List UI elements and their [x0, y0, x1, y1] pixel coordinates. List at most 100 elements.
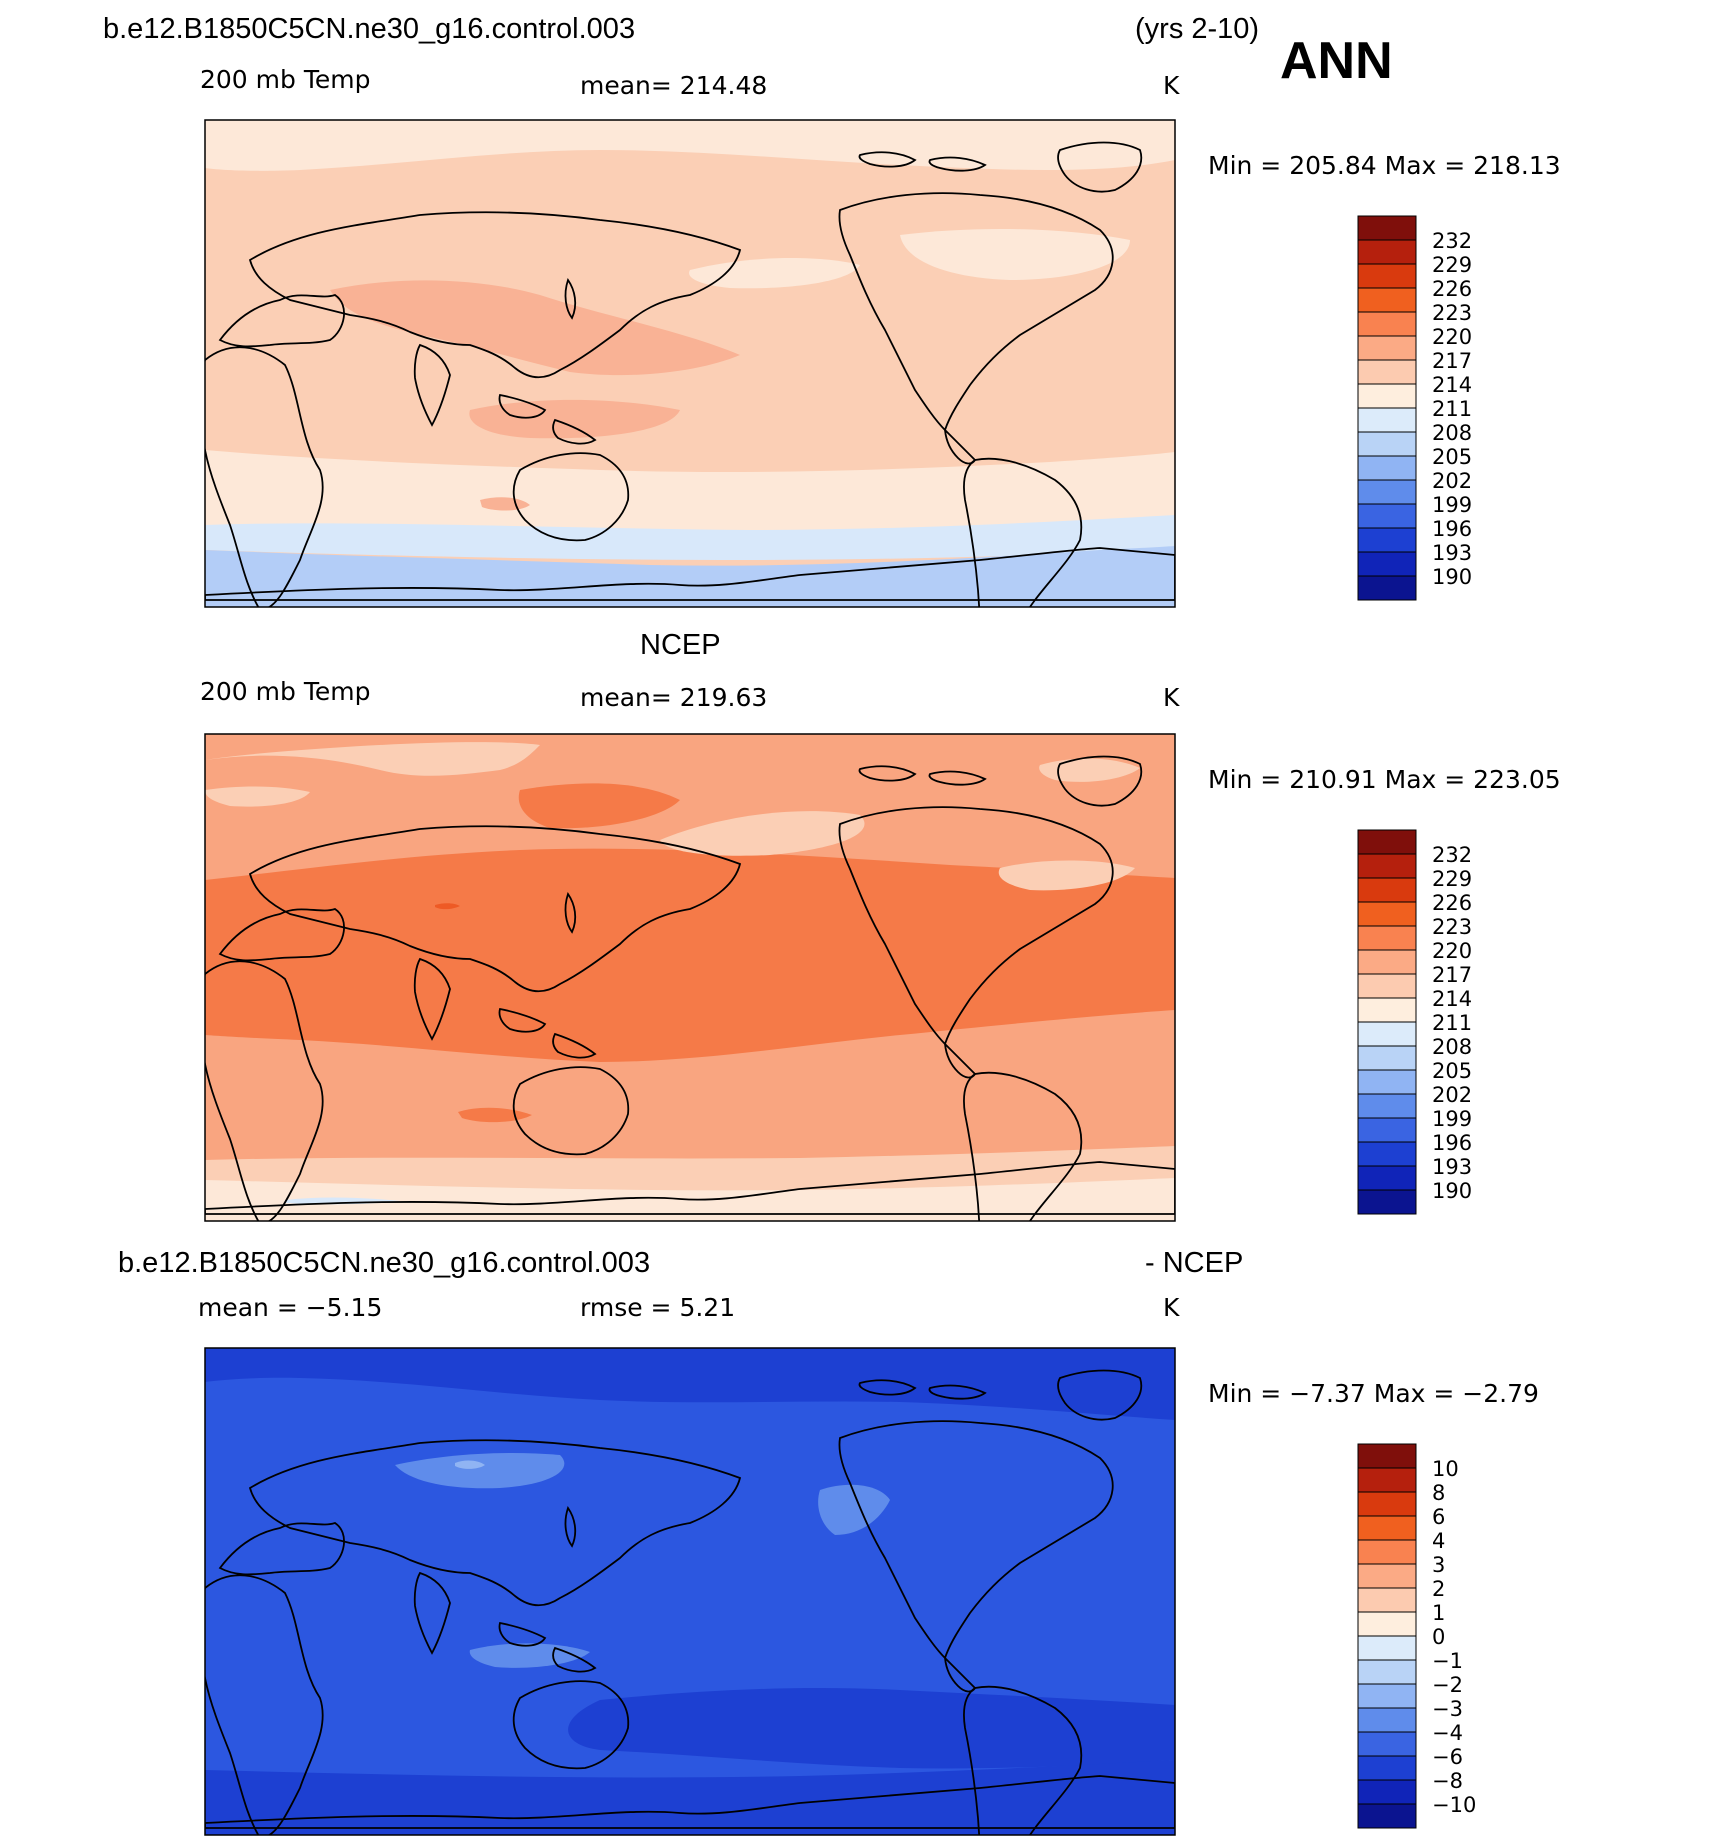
colorbar-swatch: [1357, 925, 1417, 951]
colorbar-swatch: [1357, 853, 1417, 879]
colorbar-swatch: [1357, 1189, 1417, 1215]
colorbar-tick-label: 229: [1432, 253, 1472, 277]
colorbar-swatch: [1357, 1707, 1417, 1733]
colorbar-swatch: [1357, 1779, 1417, 1805]
colorbar-swatch: [1357, 1563, 1417, 1589]
colorbar-tick-label: −4: [1432, 1721, 1463, 1745]
panel-model-map: [205, 120, 1175, 607]
colorbar-tick-label: 220: [1432, 939, 1472, 963]
colorbar-swatch: [1357, 877, 1417, 903]
colorbar-tick-label: 205: [1432, 1059, 1472, 1083]
panel-obs-colorbar: 2322292262232202172142112082052021991961…: [1357, 829, 1472, 1215]
colorbar-swatch: [1357, 551, 1417, 577]
colorbar-swatch: [1357, 1467, 1417, 1493]
panel-diff: b.e12.B1850C5CN.ne30_g16.control.003 - N…: [118, 1247, 1539, 1836]
colorbar-swatch: [1357, 431, 1417, 457]
colorbar-swatch: [1357, 1069, 1417, 1095]
map-field-polar-cap: [205, 546, 1175, 607]
years-label: (yrs 2-10): [1135, 13, 1259, 45]
colorbar-tick-label: 226: [1432, 891, 1472, 915]
map-field-subpolar-europe: [205, 742, 540, 807]
colorbar-tick-label: 223: [1432, 915, 1472, 939]
panel-obs-title: NCEP: [640, 629, 721, 661]
panel-obs: NCEP 200 mb Temp mean= 219.63 K Min = 21…: [200, 629, 1561, 1222]
case-name-title: b.e12.B1850C5CN.ne30_g16.control.003: [103, 13, 635, 45]
panel-diff-rmse: rmse = 5.21: [580, 1293, 735, 1322]
colorbar-swatch: [1357, 1117, 1417, 1143]
colorbar-tick-label: −2: [1432, 1673, 1463, 1697]
map-field-warm-band-asia: [330, 280, 740, 376]
colorbar-swatch: [1357, 1755, 1417, 1781]
map-frame: [204, 733, 1176, 1222]
map-frame: [204, 119, 1176, 608]
panel-diff-units: K: [1163, 1293, 1180, 1322]
colorbar-tick-label: 0: [1432, 1625, 1445, 1649]
colorbar-tick-label: 214: [1432, 373, 1472, 397]
panel-model-mean: mean= 214.48: [580, 71, 767, 100]
colorbar-tick-label: 196: [1432, 517, 1472, 541]
panel-diff-map: [205, 1348, 1175, 1835]
panel-obs-variable: 200 mb Temp: [200, 677, 370, 706]
colorbar-swatch: [1357, 901, 1417, 927]
colorbar-swatch: [1357, 1491, 1417, 1517]
colorbar-swatch: [1357, 215, 1417, 241]
colorbar-swatch: [1357, 1635, 1417, 1661]
colorbar-tick-label: 232: [1432, 229, 1472, 253]
colorbar-swatch: [1357, 335, 1417, 361]
colorbar-tick-label: −1: [1432, 1649, 1463, 1673]
colorbar-tick-label: 3: [1432, 1553, 1445, 1577]
colorbar-tick-label: 199: [1432, 493, 1472, 517]
colorbar-swatch: [1357, 949, 1417, 975]
colorbar-swatch: [1357, 1443, 1417, 1469]
colorbar-swatch: [1357, 575, 1417, 601]
colorbar-swatch: [1357, 1165, 1417, 1191]
map-field-subpolar-atlantic: [998, 860, 1135, 891]
map-field-lighter-asia: [395, 1453, 565, 1489]
map-field-darker-southern-ocean: [568, 1688, 1175, 1769]
colorbar-swatch: [1357, 1659, 1417, 1685]
map-frame: [204, 1347, 1176, 1836]
colorbar-tick-label: 190: [1432, 565, 1472, 589]
panel-obs-minmax: Min = 210.91 Max = 223.05: [1208, 765, 1561, 794]
colorbar-swatch: [1357, 1539, 1417, 1565]
map-field-warm-band-australia: [469, 399, 680, 439]
map-field-subtropics-north: [205, 120, 1175, 171]
colorbar-swatch: [1357, 239, 1417, 265]
colorbar-swatch: [1357, 527, 1417, 553]
colorbar-tick-label: 223: [1432, 301, 1472, 325]
panel-model-units: K: [1163, 71, 1180, 100]
colorbar-swatch: [1357, 1515, 1417, 1541]
colorbar-swatch: [1357, 407, 1417, 433]
colorbar-swatch: [1357, 1587, 1417, 1613]
colorbar-swatch: [1357, 503, 1417, 529]
colorbar-swatch: [1357, 263, 1417, 289]
panel-diff-minmax: Min = −7.37 Max = −2.79: [1208, 1379, 1539, 1408]
colorbar-swatch: [1357, 311, 1417, 337]
map-field-tropics: [205, 848, 1175, 1062]
panel-model-minmax: Min = 205.84 Max = 218.13: [1208, 151, 1561, 180]
map-field-subpolar-south: [205, 450, 1175, 540]
panel-obs-map: [205, 734, 1175, 1221]
colorbar-tick-label: −8: [1432, 1769, 1463, 1793]
panel-model-colorbar: 2322292262232202172142112082052021991961…: [1357, 215, 1472, 601]
map-field-hot-spot: [435, 903, 460, 910]
colorbar-tick-label: −10: [1432, 1793, 1476, 1817]
panel-diff-title: b.e12.B1850C5CN.ne30_g16.control.003: [118, 1247, 650, 1279]
map-field-lightest-spot: [455, 1460, 485, 1469]
map-field-subpolar-greenland: [1039, 758, 1140, 782]
colorbar-tick-label: 8: [1432, 1481, 1445, 1505]
colorbar-tick-label: 196: [1432, 1131, 1472, 1155]
colorbar-tick-label: 202: [1432, 1083, 1472, 1107]
colorbar-tick-label: 193: [1432, 541, 1472, 565]
colorbar-swatch: [1357, 1141, 1417, 1167]
map-field-cool-patch-atlantic: [900, 228, 1130, 280]
colorbar-swatch: [1357, 1803, 1417, 1829]
map-field-lighter-pacific: [818, 1484, 890, 1535]
colorbar-tick-label: 214: [1432, 987, 1472, 1011]
map-field-darker-north: [205, 1348, 1175, 1420]
map-field-polar-band: [205, 515, 1175, 560]
colorbar-tick-label: 226: [1432, 277, 1472, 301]
map-field-tropics-asia: [518, 783, 680, 829]
